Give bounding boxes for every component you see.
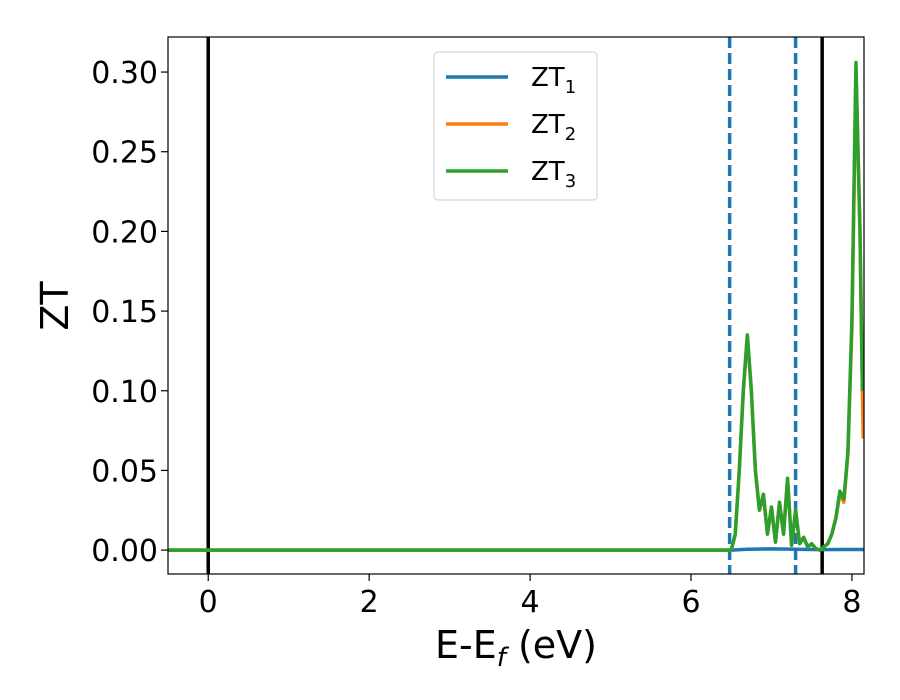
y-tick-label: 0.10 [91, 375, 158, 410]
y-tick-label: 0.20 [91, 215, 158, 250]
x-tick-label: 8 [842, 585, 861, 620]
y-axis-ticks: 0.00 0.05 0.10 0.15 0.20 0.25 0.30 [91, 56, 168, 569]
legend-label-zt1: ZT1 [531, 63, 576, 98]
series-lines [168, 60, 864, 552]
x-axis-label: E-Ef (eV) [435, 623, 597, 673]
x-tick-label: 0 [199, 585, 218, 620]
legend-label-zt2: ZT2 [531, 110, 576, 145]
y-tick-label: 0.25 [91, 136, 158, 171]
y-tick-label: 0.05 [91, 454, 158, 489]
series-line-zt1 [168, 547, 864, 552]
series-line-zt3 [168, 60, 864, 552]
x-tick-label: 4 [521, 585, 540, 620]
x-axis-ticks: 0 2 4 6 8 [199, 574, 861, 620]
legend-frame [433, 51, 598, 201]
reference-lines [206, 37, 824, 574]
y-axis-label: ZT [33, 281, 77, 331]
legend-label-zt3: ZT3 [531, 157, 576, 192]
y-tick-label: 0.15 [91, 295, 158, 330]
plot-frame [167, 36, 865, 575]
y-tick-label: 0.00 [91, 534, 158, 569]
x-tick-label: 2 [360, 585, 379, 620]
legend: ZT1 ZT2 ZT3 [433, 51, 598, 201]
y-tick-label: 0.30 [91, 56, 158, 91]
x-tick-label: 6 [681, 585, 700, 620]
